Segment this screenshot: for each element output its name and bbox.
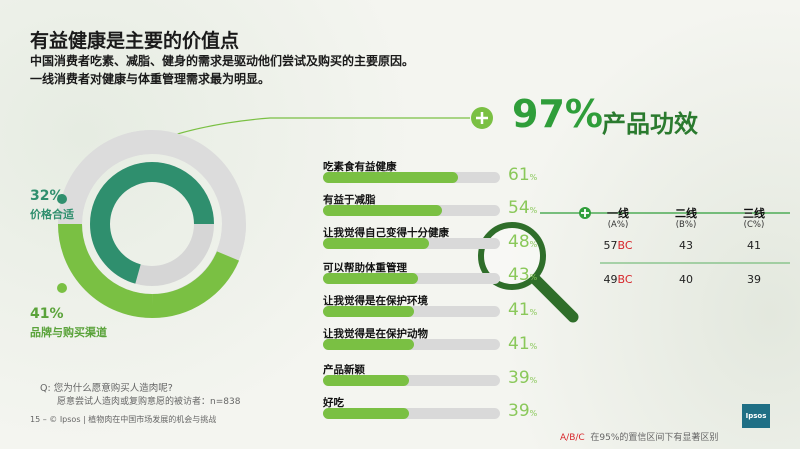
ipsos-logo bbox=[742, 404, 770, 428]
page-title: 有益健康是主要的价值点 bbox=[30, 30, 240, 52]
background-right bbox=[500, 0, 800, 449]
reason-bar-track bbox=[323, 375, 500, 386]
reason-bar-track bbox=[323, 306, 500, 317]
subtitle-line-2: 一线消费者对健康与体重管理需求最为明显。 bbox=[30, 72, 271, 86]
brand-marker-dot bbox=[57, 283, 67, 293]
reason-bar-fill bbox=[323, 205, 443, 216]
donut-price-segment bbox=[90, 162, 214, 225]
reason-bar-track bbox=[323, 172, 500, 183]
reason-label: 可以帮助体重管理 bbox=[323, 262, 407, 274]
reason-bar-fill bbox=[323, 375, 410, 386]
reason-bar-fill bbox=[323, 238, 430, 249]
price-label: 价格合适 bbox=[30, 208, 74, 221]
tier-cell: 39 bbox=[747, 273, 761, 286]
reason-bar-fill bbox=[323, 273, 419, 284]
reason-bar-track bbox=[323, 339, 500, 350]
reason-bar-track bbox=[323, 273, 500, 284]
reason-label: 有益于减脂 bbox=[323, 194, 376, 206]
reason-pct: 61% bbox=[508, 165, 538, 185]
headline-label: 产品功效 bbox=[602, 110, 698, 138]
tier-code-3: (C%) bbox=[743, 220, 765, 230]
brand-label: 品牌与购买渠道 bbox=[30, 326, 107, 339]
reason-label: 产品新颖 bbox=[323, 364, 365, 376]
tier-cell: 43 bbox=[679, 239, 693, 252]
reason-label: 让我觉得是在保护动物 bbox=[323, 328, 428, 340]
reason-pct: 41% bbox=[508, 334, 538, 354]
question-text: Q: 您为什么愿意购买人造肉呢? bbox=[40, 383, 173, 394]
reason-label: 让我觉得自己变得十分健康 bbox=[323, 227, 449, 239]
reason-pct: 43% bbox=[508, 265, 538, 285]
tier-cell: 49BC bbox=[603, 273, 633, 286]
donut-chart bbox=[58, 130, 246, 319]
tier-header-2: 二线 bbox=[675, 207, 697, 220]
ipsos-logo-text: Ipsos bbox=[745, 412, 767, 420]
tier-code-2: (B%) bbox=[675, 220, 697, 230]
reason-bar-track bbox=[323, 408, 500, 419]
base-text: 愿意尝试人造肉或复购意愿的被访者：n=838 bbox=[57, 397, 241, 407]
donut-brand-segment bbox=[58, 223, 153, 318]
reason-pct: 41% bbox=[508, 300, 538, 320]
reason-bar-track bbox=[323, 205, 500, 216]
tier-header-1: 一线 bbox=[607, 207, 629, 220]
subtitle-line-1: 中国消费者吃素、减脂、健身的需求是驱动他们尝试及购买的主要原因。 bbox=[30, 54, 415, 68]
reason-bar-fill bbox=[323, 306, 414, 317]
reason-pct: 48% bbox=[508, 232, 538, 252]
footer-line: 15 – © Ipsos | 植物肉在中国市场发展的机会与挑战 bbox=[30, 415, 217, 424]
footer-report: 植物肉在中国市场发展的机会与挑战 bbox=[88, 415, 217, 424]
reason-bar-fill bbox=[323, 172, 458, 183]
tier-header-3: 三线 bbox=[743, 207, 765, 220]
price-marker-dot bbox=[57, 194, 67, 204]
tier-code-1: (A%) bbox=[607, 220, 629, 230]
reason-label: 让我觉得是在保护环境 bbox=[323, 295, 428, 307]
footer-brand: © Ipsos bbox=[49, 415, 81, 424]
reason-label: 好吃 bbox=[323, 397, 344, 409]
reason-pct: 39% bbox=[508, 368, 538, 388]
tier-cell: 40 bbox=[679, 273, 693, 286]
page-number: 15 – bbox=[30, 415, 47, 424]
tier-cell: 57BC bbox=[603, 239, 633, 252]
reason-pct: 39% bbox=[508, 401, 538, 421]
sig-note: A/B/C 在95%的置信区间下有显著区别 bbox=[560, 433, 719, 443]
headline-value: 97% bbox=[512, 92, 603, 136]
reason-bar-fill bbox=[323, 408, 410, 419]
tier-cell: 41 bbox=[747, 239, 761, 252]
brand-value: 41% bbox=[30, 306, 64, 322]
reason-bar-fill bbox=[323, 339, 414, 350]
price-value: 32% bbox=[30, 188, 64, 204]
reason-label: 吃素食有益健康 bbox=[323, 161, 397, 173]
reason-bar-track bbox=[323, 238, 500, 249]
reason-pct: 54% bbox=[508, 198, 538, 218]
